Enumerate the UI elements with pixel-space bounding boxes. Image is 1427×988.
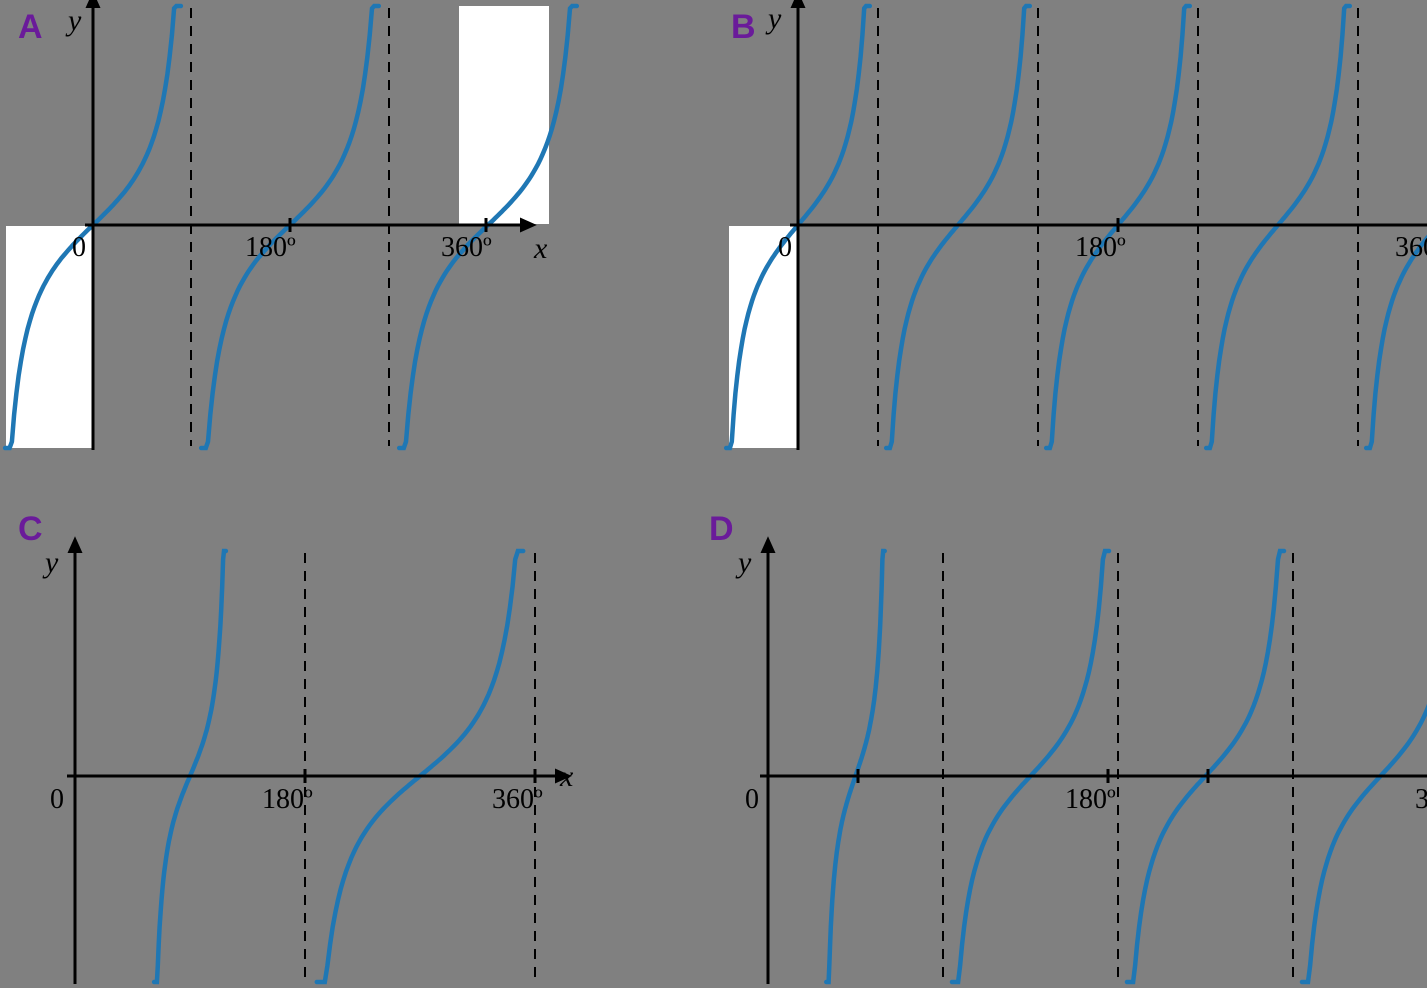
curve-branch [154, 551, 226, 982]
x-axis-label: x [560, 760, 573, 794]
curve-branch [1127, 551, 1284, 982]
x-tick-label: 180º [245, 232, 296, 264]
panel-c: Cy x 0 180º 360º [0, 494, 713, 988]
panel-label: C [18, 510, 43, 549]
origin-label: 0 [72, 232, 86, 264]
y-axis-label: y [738, 546, 751, 580]
panel-a: Ay x 0 180º 360º [0, 0, 713, 494]
x-tick-label: 360º [441, 232, 492, 264]
panel-label: A [18, 8, 43, 47]
origin-label: 0 [778, 232, 792, 264]
curve-branch [826, 551, 884, 982]
curve-branch [1366, 6, 1427, 448]
y-axis-label: y [68, 4, 81, 38]
x-tick-label: 360º [1415, 784, 1427, 816]
curve-branch [317, 551, 523, 982]
y-axis-label: y [45, 546, 58, 580]
x-tick-label: 180º [1075, 232, 1126, 264]
chart-svg [0, 494, 713, 988]
x-tick-label: 180º [1065, 784, 1116, 816]
panel-label: D [709, 510, 734, 549]
chart-svg [0, 0, 713, 494]
x-tick-label: 180º [262, 784, 313, 816]
chart-svg [713, 494, 1427, 988]
panel-label: B [731, 8, 756, 47]
curve-branch [952, 551, 1109, 982]
chart-svg [713, 0, 1427, 494]
curve-branch [399, 6, 577, 448]
curve-branch [886, 6, 1030, 448]
x-tick-label: 360º [1395, 232, 1427, 264]
origin-label: 0 [745, 784, 759, 816]
panel-d: Dyx0180º360º [713, 494, 1427, 988]
x-axis-label: x [534, 232, 547, 266]
curve-branch [1206, 6, 1350, 448]
curve-branch [1302, 551, 1427, 982]
chart-grid: Ay x 0 180º 360º By x 0 180º 360º Cy x 0 180º 360º D… [0, 0, 1427, 988]
x-tick-label: 360º [492, 784, 543, 816]
panel-b: Byx0180º360º [713, 0, 1427, 494]
origin-label: 0 [50, 784, 64, 816]
y-axis-label: y [768, 2, 781, 36]
